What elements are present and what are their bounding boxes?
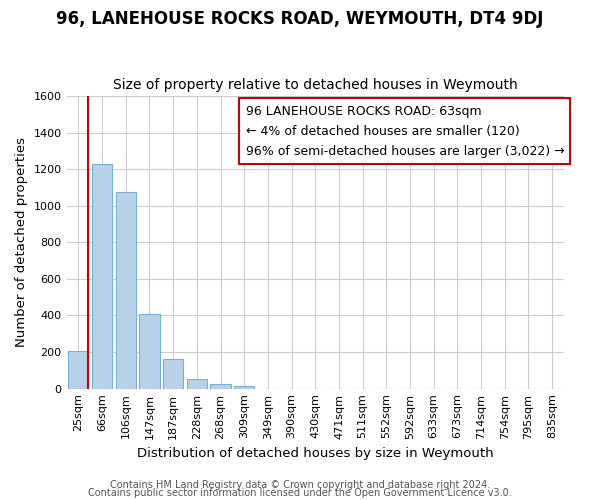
- Bar: [211, 384, 230, 388]
- Text: 96 LANEHOUSE ROCKS ROAD: 63sqm
← 4% of detached houses are smaller (120)
96% of : 96 LANEHOUSE ROCKS ROAD: 63sqm ← 4% of d…: [245, 104, 564, 158]
- Bar: [139, 314, 160, 388]
- Y-axis label: Number of detached properties: Number of detached properties: [15, 138, 28, 348]
- Bar: [68, 351, 88, 389]
- Bar: [163, 360, 183, 388]
- Bar: [92, 164, 112, 388]
- Bar: [116, 192, 136, 388]
- Text: 96, LANEHOUSE ROCKS ROAD, WEYMOUTH, DT4 9DJ: 96, LANEHOUSE ROCKS ROAD, WEYMOUTH, DT4 …: [56, 10, 544, 28]
- Bar: [187, 378, 207, 388]
- Bar: [234, 386, 254, 388]
- Text: Contains HM Land Registry data © Crown copyright and database right 2024.: Contains HM Land Registry data © Crown c…: [110, 480, 490, 490]
- X-axis label: Distribution of detached houses by size in Weymouth: Distribution of detached houses by size …: [137, 447, 494, 460]
- Text: Contains public sector information licensed under the Open Government Licence v3: Contains public sector information licen…: [88, 488, 512, 498]
- Title: Size of property relative to detached houses in Weymouth: Size of property relative to detached ho…: [113, 78, 518, 92]
